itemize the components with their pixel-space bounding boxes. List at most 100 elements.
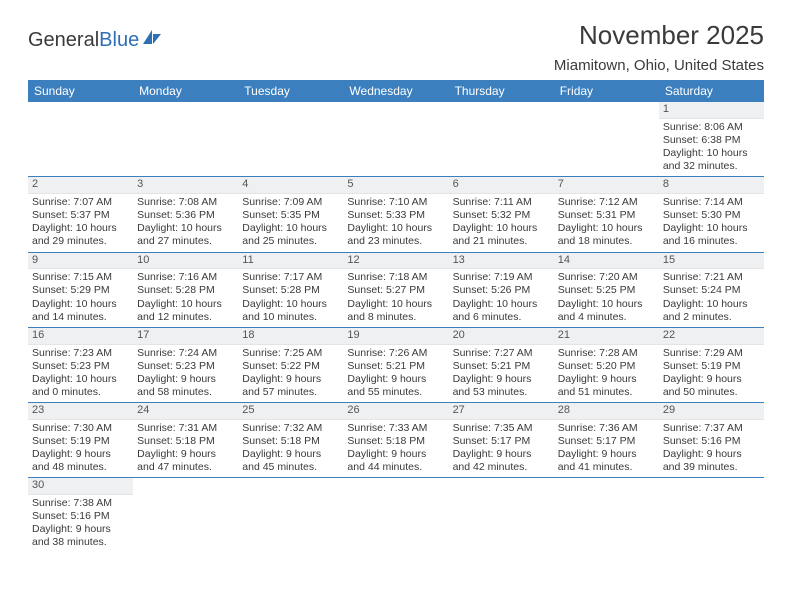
sunrise-text: Sunrise: 7:21 AM	[663, 271, 760, 284]
location-label: Miamitown, Ohio, United States	[554, 57, 764, 74]
day-number: 7	[554, 177, 659, 194]
day-number: 19	[343, 328, 448, 345]
day-cell: 25Sunrise: 7:32 AMSunset: 5:18 PMDayligh…	[238, 403, 343, 477]
daylight-text: Daylight: 10 hours and 6 minutes.	[453, 298, 550, 324]
day-body: Sunrise: 7:10 AMSunset: 5:33 PMDaylight:…	[343, 194, 448, 252]
sunrise-text: Sunrise: 7:19 AM	[453, 271, 550, 284]
sunrise-text: Sunrise: 7:30 AM	[32, 422, 129, 435]
day-cell: 3Sunrise: 7:08 AMSunset: 5:36 PMDaylight…	[133, 177, 238, 251]
day-body: Sunrise: 7:08 AMSunset: 5:36 PMDaylight:…	[133, 194, 238, 252]
day-body: Sunrise: 7:37 AMSunset: 5:16 PMDaylight:…	[659, 420, 764, 478]
sunset-text: Sunset: 5:18 PM	[242, 435, 339, 448]
daylight-text: Daylight: 9 hours and 58 minutes.	[137, 373, 234, 399]
sunset-text: Sunset: 5:16 PM	[663, 435, 760, 448]
sunset-text: Sunset: 5:18 PM	[137, 435, 234, 448]
day-body: Sunrise: 7:28 AMSunset: 5:20 PMDaylight:…	[554, 345, 659, 403]
sunset-text: Sunset: 5:27 PM	[347, 284, 444, 297]
sunset-text: Sunset: 5:30 PM	[663, 209, 760, 222]
sunset-text: Sunset: 5:16 PM	[32, 510, 129, 523]
day-number: 8	[659, 177, 764, 194]
sunset-text: Sunset: 5:17 PM	[453, 435, 550, 448]
day-body: Sunrise: 7:07 AMSunset: 5:37 PMDaylight:…	[28, 194, 133, 252]
weekday-header: Wednesday	[343, 80, 448, 102]
calendar: Sunday Monday Tuesday Wednesday Thursday…	[28, 80, 764, 553]
daylight-text: Daylight: 9 hours and 44 minutes.	[347, 448, 444, 474]
day-cell: 10Sunrise: 7:16 AMSunset: 5:28 PMDayligh…	[133, 253, 238, 327]
daylight-text: Daylight: 9 hours and 47 minutes.	[137, 448, 234, 474]
daylight-text: Daylight: 10 hours and 16 minutes.	[663, 222, 760, 248]
daylight-text: Daylight: 10 hours and 23 minutes.	[347, 222, 444, 248]
day-body: Sunrise: 7:29 AMSunset: 5:19 PMDaylight:…	[659, 345, 764, 403]
weekday-header-row: Sunday Monday Tuesday Wednesday Thursday…	[28, 80, 764, 102]
day-body: Sunrise: 7:26 AMSunset: 5:21 PMDaylight:…	[343, 345, 448, 403]
sunset-text: Sunset: 5:28 PM	[242, 284, 339, 297]
daylight-text: Daylight: 9 hours and 55 minutes.	[347, 373, 444, 399]
day-number: 4	[238, 177, 343, 194]
daylight-text: Daylight: 9 hours and 42 minutes.	[453, 448, 550, 474]
day-body: Sunrise: 7:38 AMSunset: 5:16 PMDaylight:…	[28, 495, 133, 553]
day-number: 16	[28, 328, 133, 345]
week-row: 16Sunrise: 7:23 AMSunset: 5:23 PMDayligh…	[28, 328, 764, 403]
daylight-text: Daylight: 10 hours and 0 minutes.	[32, 373, 129, 399]
day-number: 26	[343, 403, 448, 420]
sunrise-text: Sunrise: 7:25 AM	[242, 347, 339, 360]
weekday-header: Saturday	[659, 80, 764, 102]
day-body: Sunrise: 7:27 AMSunset: 5:21 PMDaylight:…	[449, 345, 554, 403]
day-cell	[133, 102, 238, 176]
day-body: Sunrise: 7:23 AMSunset: 5:23 PMDaylight:…	[28, 345, 133, 403]
daylight-text: Daylight: 9 hours and 53 minutes.	[453, 373, 550, 399]
day-body: Sunrise: 8:06 AMSunset: 6:38 PMDaylight:…	[659, 119, 764, 177]
sunset-text: Sunset: 5:28 PM	[137, 284, 234, 297]
sunrise-text: Sunrise: 7:31 AM	[137, 422, 234, 435]
sunrise-text: Sunrise: 7:15 AM	[32, 271, 129, 284]
day-body: Sunrise: 7:16 AMSunset: 5:28 PMDaylight:…	[133, 269, 238, 327]
day-number: 3	[133, 177, 238, 194]
sunrise-text: Sunrise: 7:26 AM	[347, 347, 444, 360]
day-body: Sunrise: 7:33 AMSunset: 5:18 PMDaylight:…	[343, 420, 448, 478]
day-cell: 20Sunrise: 7:27 AMSunset: 5:21 PMDayligh…	[449, 328, 554, 402]
day-cell	[133, 478, 238, 552]
day-body: Sunrise: 7:18 AMSunset: 5:27 PMDaylight:…	[343, 269, 448, 327]
day-body: Sunrise: 7:30 AMSunset: 5:19 PMDaylight:…	[28, 420, 133, 478]
day-cell: 26Sunrise: 7:33 AMSunset: 5:18 PMDayligh…	[343, 403, 448, 477]
day-number: 9	[28, 253, 133, 270]
sunrise-text: Sunrise: 7:11 AM	[453, 196, 550, 209]
day-body: Sunrise: 7:31 AMSunset: 5:18 PMDaylight:…	[133, 420, 238, 478]
weekday-header: Sunday	[28, 80, 133, 102]
daylight-text: Daylight: 10 hours and 25 minutes.	[242, 222, 339, 248]
logo-text-1: General	[28, 29, 99, 52]
sunset-text: Sunset: 5:32 PM	[453, 209, 550, 222]
weekday-header: Monday	[133, 80, 238, 102]
day-cell: 28Sunrise: 7:36 AMSunset: 5:17 PMDayligh…	[554, 403, 659, 477]
day-number: 14	[554, 253, 659, 270]
day-cell: 13Sunrise: 7:19 AMSunset: 5:26 PMDayligh…	[449, 253, 554, 327]
sunrise-text: Sunrise: 7:32 AM	[242, 422, 339, 435]
day-number: 20	[449, 328, 554, 345]
day-cell: 1Sunrise: 8:06 AMSunset: 6:38 PMDaylight…	[659, 102, 764, 176]
sunset-text: Sunset: 5:23 PM	[137, 360, 234, 373]
sunset-text: Sunset: 5:23 PM	[32, 360, 129, 373]
day-number: 18	[238, 328, 343, 345]
day-cell: 18Sunrise: 7:25 AMSunset: 5:22 PMDayligh…	[238, 328, 343, 402]
day-number: 2	[28, 177, 133, 194]
daylight-text: Daylight: 10 hours and 8 minutes.	[347, 298, 444, 324]
sunrise-text: Sunrise: 7:12 AM	[558, 196, 655, 209]
sunrise-text: Sunrise: 7:36 AM	[558, 422, 655, 435]
weekday-header: Thursday	[449, 80, 554, 102]
sunset-text: Sunset: 5:31 PM	[558, 209, 655, 222]
day-cell	[28, 102, 133, 176]
day-body: Sunrise: 7:25 AMSunset: 5:22 PMDaylight:…	[238, 345, 343, 403]
day-number: 24	[133, 403, 238, 420]
day-cell	[554, 478, 659, 552]
day-cell	[659, 478, 764, 552]
day-cell	[343, 478, 448, 552]
sunrise-text: Sunrise: 7:16 AM	[137, 271, 234, 284]
sunset-text: Sunset: 5:21 PM	[347, 360, 444, 373]
day-cell	[343, 102, 448, 176]
day-number: 29	[659, 403, 764, 420]
daylight-text: Daylight: 10 hours and 2 minutes.	[663, 298, 760, 324]
calendar-page: GeneralBlue November 2025 Miamitown, Ohi…	[0, 0, 792, 553]
day-body: Sunrise: 7:12 AMSunset: 5:31 PMDaylight:…	[554, 194, 659, 252]
sunrise-text: Sunrise: 7:24 AM	[137, 347, 234, 360]
sunset-text: Sunset: 5:37 PM	[32, 209, 129, 222]
